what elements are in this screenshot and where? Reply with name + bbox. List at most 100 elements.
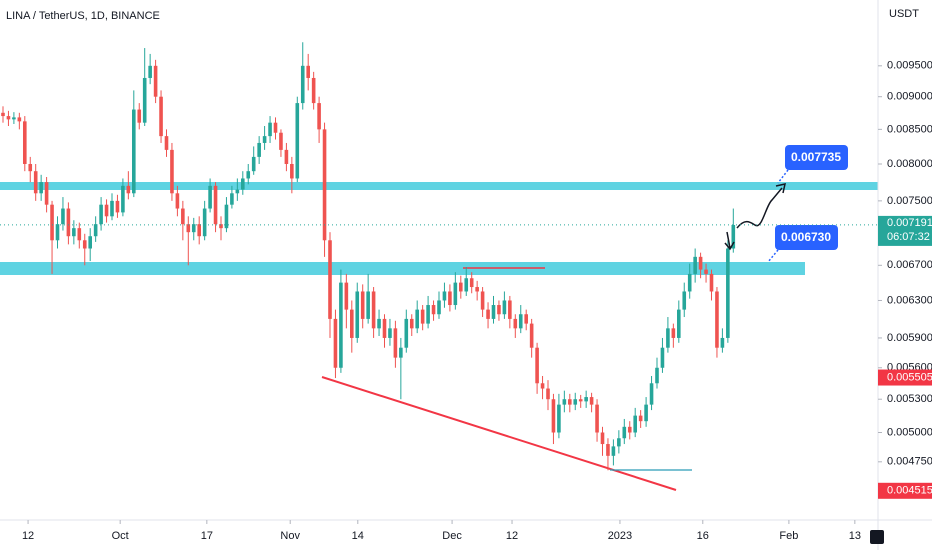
candle-body [66,208,71,237]
candle-body [437,300,441,315]
candle-body [39,182,43,194]
price-marker-badge [878,369,932,386]
candle-body [317,103,321,130]
candle-body [622,426,627,439]
candle-body [44,182,49,205]
candle-body [627,426,632,433]
candle-body [262,136,267,143]
last-price-badge [878,215,932,246]
candle-body [562,399,567,405]
callout-line [777,169,789,184]
projection: 0.007735 0.006730 [724,145,848,263]
candle-body [682,291,687,310]
candle-body [529,323,534,348]
y-tick-label: 0.006300 [887,294,932,306]
candle-body [584,397,588,402]
candle-body [377,318,381,329]
y-tick-label: 0.005900 [887,332,932,344]
x-tick-label: 16 [697,530,709,542]
y-tick-label: 0.007500 [887,195,932,207]
candle-body [208,185,212,209]
candle-body [589,397,594,405]
candle-body [687,273,692,292]
x-tick-label: 17 [201,530,213,542]
candle-body [77,228,82,241]
candle-body [344,282,349,310]
price-marker-label: 0.005505 [887,371,932,383]
candle-body [164,136,169,150]
candle-body [655,367,659,384]
candle-body [502,300,507,315]
candle-body [671,328,676,338]
candle-body [611,446,616,456]
candle-body [633,415,638,433]
candle-body [573,399,578,405]
candle-body [431,305,436,315]
candle-body [404,318,409,348]
candle-body [191,224,196,233]
candle-body [295,103,300,179]
candle-body [513,318,518,329]
price-marker-label: 0.004515 [887,485,932,497]
down-arrow [724,231,735,251]
candle-body [290,163,294,179]
candle-body [677,309,681,338]
x-tick-label: Dec [442,530,462,542]
candle-body [415,309,419,329]
candle-body [726,248,730,338]
candle-body [557,404,561,433]
x-tick-label: 12 [506,530,518,542]
candle-body [175,193,180,209]
x-tick-label: 12 [22,530,34,542]
candle-body [666,328,670,348]
x-tick-label: 2023 [608,530,632,542]
candle-body [388,328,392,338]
candle-body [420,309,425,324]
y-axis-label: USDT [889,8,919,20]
candle-body [328,240,332,319]
candle-body [202,208,207,237]
x-tick-label: 14 [352,530,364,542]
candle-body [273,122,278,133]
candle-body [142,77,147,123]
arrow-head [775,183,786,194]
candle-body [257,142,261,157]
candle-body [371,291,376,329]
candle-body [459,282,463,292]
candle-body [61,208,65,225]
candle-body [153,65,158,97]
candle-body [300,65,305,104]
candle-body [213,185,218,225]
candle-body [1,112,5,117]
chart-title: LINA / TetherUS, 1D, BINANCE [6,10,160,22]
candle-body [110,200,114,217]
candle-body [568,399,572,405]
candle-body [617,438,621,447]
candle-body [99,204,103,225]
x-tick-label: Oct [112,530,129,542]
y-tick-label: 0.006700 [887,259,932,271]
candle-body [524,314,529,324]
candle-body [6,116,11,120]
candle-body [268,122,272,137]
candle-body [17,117,22,122]
y-tick-label: 0.009000 [887,91,932,103]
candle-body [399,347,403,358]
candle-body [660,347,665,368]
candle-body [82,240,87,249]
candle-body [366,291,370,319]
candle-body [219,224,223,229]
candle-body [709,273,714,292]
candle-body [491,305,496,319]
y-tick-label: 0.004750 [887,456,932,468]
candle-body [93,224,98,237]
candle-body [453,282,458,306]
candle-body [72,228,76,237]
y-tick-label: 0.008500 [887,123,932,135]
countdown: 06:07:32 [887,231,930,243]
candle-body [33,171,38,194]
candle-body [497,305,501,315]
candle-body [240,178,245,190]
resistance-zone [0,182,878,190]
candle-body [333,318,338,368]
